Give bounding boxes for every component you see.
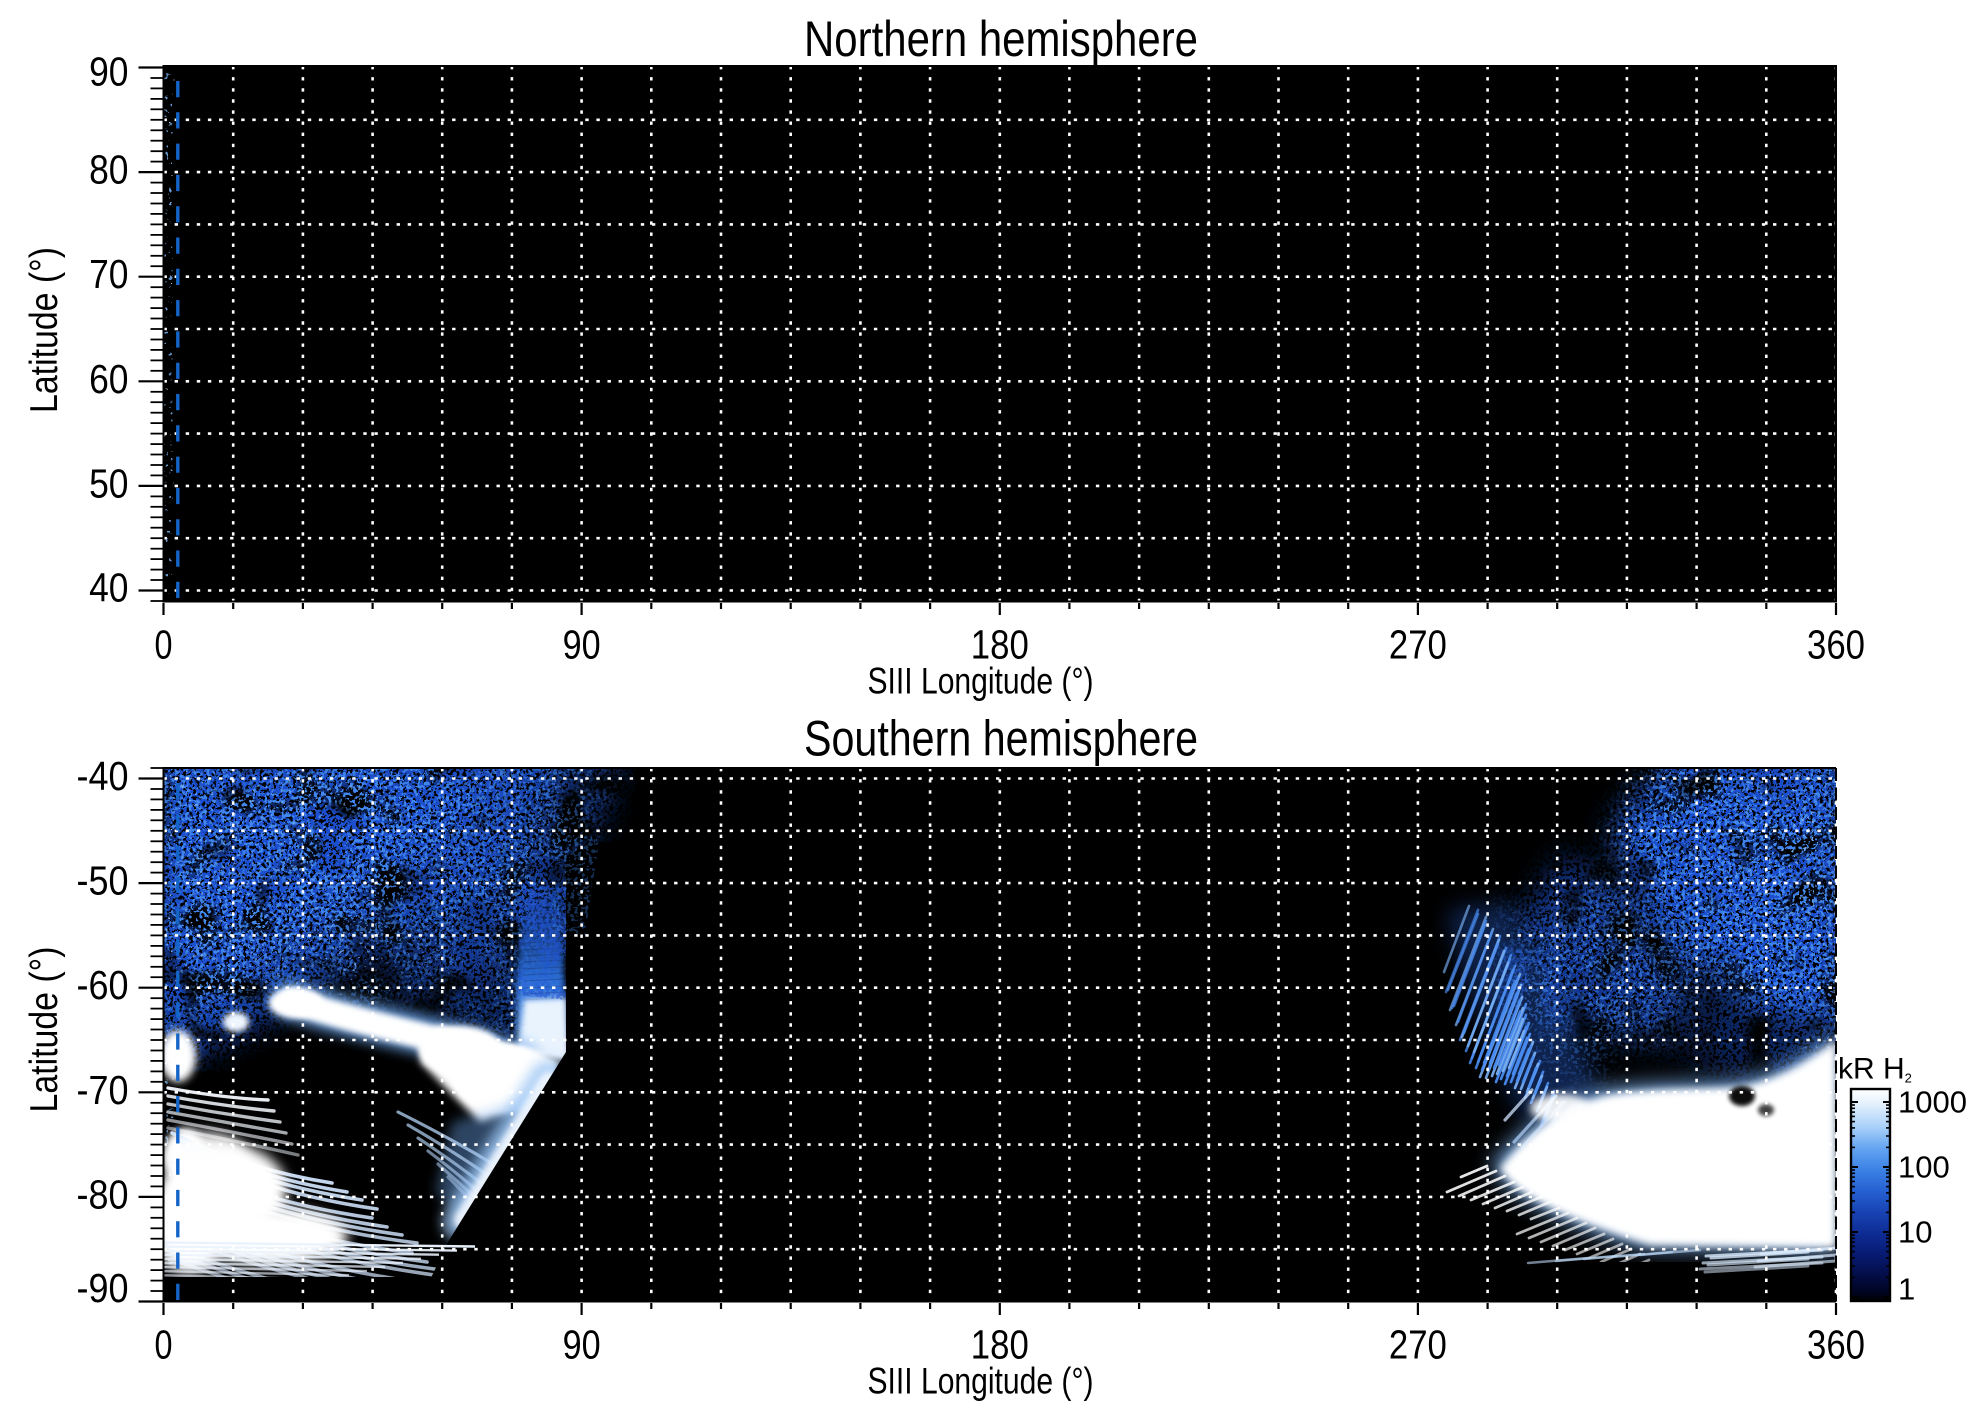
- svg-text:40: 40: [89, 565, 128, 611]
- svg-text:10: 10: [1898, 1215, 1932, 1250]
- svg-text:90: 90: [563, 1321, 601, 1367]
- svg-text:270: 270: [1389, 1321, 1447, 1367]
- svg-text:50: 50: [89, 460, 128, 506]
- svg-text:0: 0: [155, 621, 173, 667]
- svg-text:180: 180: [971, 621, 1029, 667]
- svg-text:Latitude (°): Latitude (°): [23, 947, 66, 1113]
- svg-text:Latitude (°): Latitude (°): [23, 247, 66, 413]
- svg-text:180: 180: [971, 1321, 1029, 1367]
- svg-text:-80: -80: [77, 1171, 129, 1217]
- svg-text:360: 360: [1807, 1321, 1865, 1367]
- svg-text:60: 60: [89, 356, 128, 402]
- svg-text:Southern hemisphere: Southern hemisphere: [804, 710, 1198, 766]
- svg-text:1000: 1000: [1898, 1085, 1967, 1120]
- svg-text:70: 70: [89, 251, 128, 297]
- svg-text:100: 100: [1898, 1150, 1950, 1185]
- svg-text:-50: -50: [77, 858, 129, 904]
- svg-text:-60: -60: [77, 962, 129, 1008]
- svg-text:-40: -40: [77, 753, 129, 799]
- svg-text:90: 90: [563, 621, 601, 667]
- svg-text:80: 80: [89, 147, 128, 193]
- svg-text:1: 1: [1898, 1272, 1915, 1307]
- svg-text:Northern hemisphere: Northern hemisphere: [804, 11, 1198, 67]
- svg-text:kR H2: kR H2: [1838, 1053, 1912, 1086]
- svg-text:270: 270: [1389, 621, 1447, 667]
- svg-text:-90: -90: [77, 1265, 129, 1311]
- svg-text:SIII Longitude (°): SIII Longitude (°): [868, 1360, 1094, 1402]
- svg-text:-70: -70: [77, 1067, 129, 1113]
- svg-text:SIII Longitude (°): SIII Longitude (°): [868, 659, 1094, 701]
- svg-text:360: 360: [1807, 621, 1865, 667]
- svg-text:90: 90: [89, 49, 128, 95]
- svg-text:0: 0: [155, 1321, 173, 1367]
